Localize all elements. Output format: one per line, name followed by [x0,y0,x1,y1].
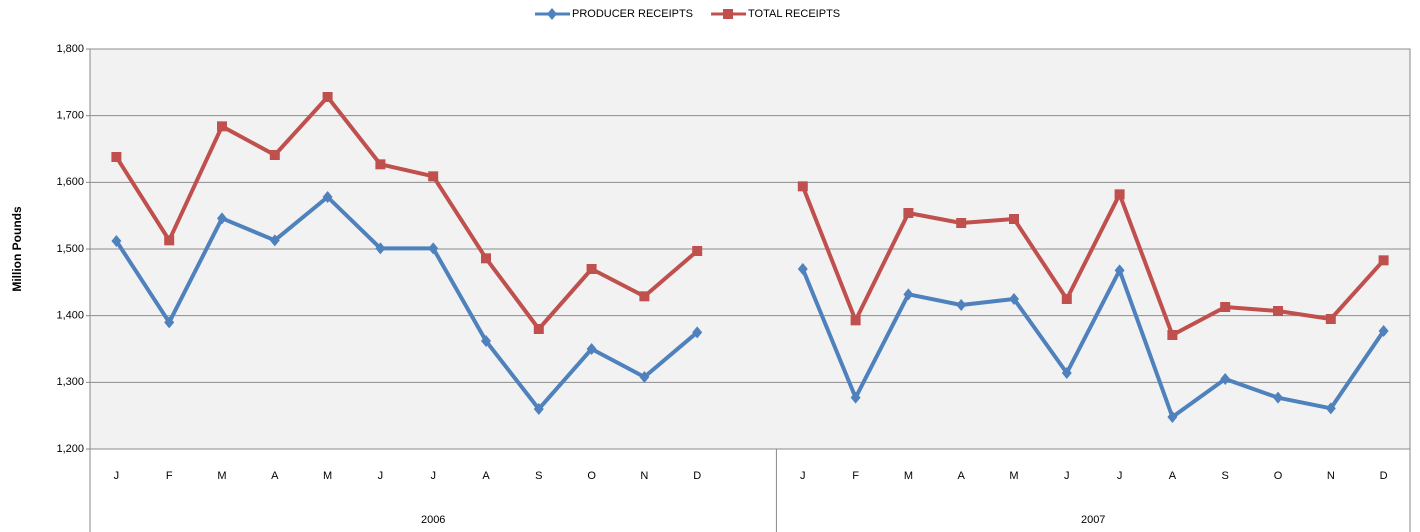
point [1273,391,1283,404]
x-tick-label: A [271,470,279,482]
y-tick-label: 1,300 [56,376,84,388]
x-tick-label: N [640,470,648,482]
point [428,242,439,255]
x-tick-label: A [958,470,966,482]
point [164,316,175,329]
point [322,191,333,203]
point [111,235,122,247]
series-line [114,95,1386,337]
x-tick-label: M [323,470,332,482]
x-tick-label: D [693,470,701,482]
point [586,343,597,355]
x-tick-label: A [1169,470,1177,482]
x-tick-label: M [904,470,913,482]
point [797,181,808,192]
x-tick-label: O [587,470,596,482]
point [111,152,122,162]
legend-label: PRODUCER RECEIPTS [572,8,693,20]
x-tick-label: S [1222,470,1229,482]
x-tick-label: F [852,470,859,482]
series-line [114,195,1386,419]
x-tick-label: J [430,470,436,482]
x-tick-label: J [800,470,806,482]
y-tick-label: 1,400 [56,310,84,322]
group-label: 2007 [1081,514,1105,526]
x-tick-label: J [1064,470,1070,482]
point [322,92,333,102]
point [850,315,861,326]
x-tick-label: M [217,470,226,482]
y-tick-label: 1,600 [56,176,84,188]
point [586,264,597,274]
legend-marker [547,8,557,20]
point [1061,294,1072,304]
point [1167,411,1178,423]
point [1114,189,1125,200]
point [375,242,386,255]
point [850,391,861,404]
point [639,371,650,383]
point [639,291,650,302]
point [1061,367,1072,379]
point [1325,314,1336,324]
x-tick-label: O [1274,470,1283,482]
y-tick-label: 1,200 [56,443,84,455]
point [1273,306,1283,316]
x-tick-label: D [1380,470,1388,482]
point [533,403,544,415]
point [692,246,703,256]
x-tick-label: F [166,470,173,482]
point [217,212,227,225]
x-tick-label: N [1327,470,1335,482]
point [1167,330,1178,340]
point [269,150,280,160]
legend-marker [723,9,734,19]
point [269,234,280,247]
group-label: 2006 [421,514,445,526]
point [956,299,967,311]
point [375,159,386,170]
point [956,218,967,228]
point [481,335,491,347]
x-tick-label: S [535,470,542,482]
y-tick-label: 1,500 [56,243,84,255]
point [797,263,808,275]
point [1220,373,1231,385]
point [217,121,227,132]
point [1009,214,1019,224]
point [1114,264,1125,277]
y-axis-label: Million Pounds [10,206,24,292]
legend-label: TOTAL RECEIPTS [748,8,840,20]
point [533,324,544,334]
point [1378,255,1389,266]
point [903,288,914,301]
point [1378,325,1389,337]
x-tick-label: J [1117,470,1123,482]
point [1325,402,1336,415]
x-tick-label: J [378,470,384,482]
point [1009,293,1019,305]
x-tick-label: M [1009,470,1018,482]
point [903,208,914,218]
x-tick-label: J [114,470,120,482]
point [692,326,703,339]
x-tick-label: A [482,470,490,482]
point [428,171,439,182]
y-tick-label: 1,700 [56,110,84,122]
y-tick-label: 1,800 [56,43,84,55]
point [481,253,491,264]
point [1220,302,1231,312]
point [164,235,175,246]
